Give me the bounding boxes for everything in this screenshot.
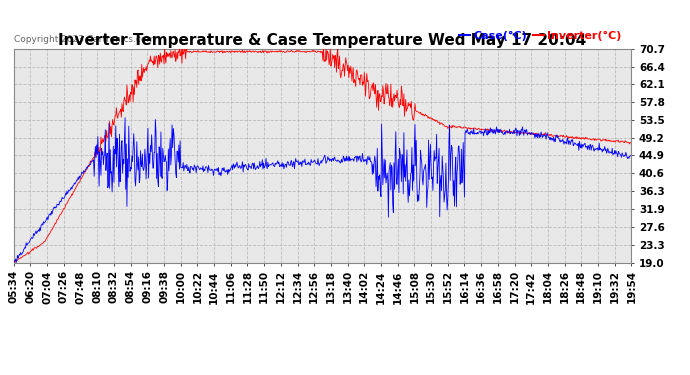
Title: Inverter Temperature & Case Temperature Wed May 17 20:04: Inverter Temperature & Case Temperature … [59,33,586,48]
Text: Copyright 2023 Cartronics.com: Copyright 2023 Cartronics.com [14,36,155,45]
Legend: Case(°C), Inverter(°C): Case(°C), Inverter(°C) [454,27,626,45]
